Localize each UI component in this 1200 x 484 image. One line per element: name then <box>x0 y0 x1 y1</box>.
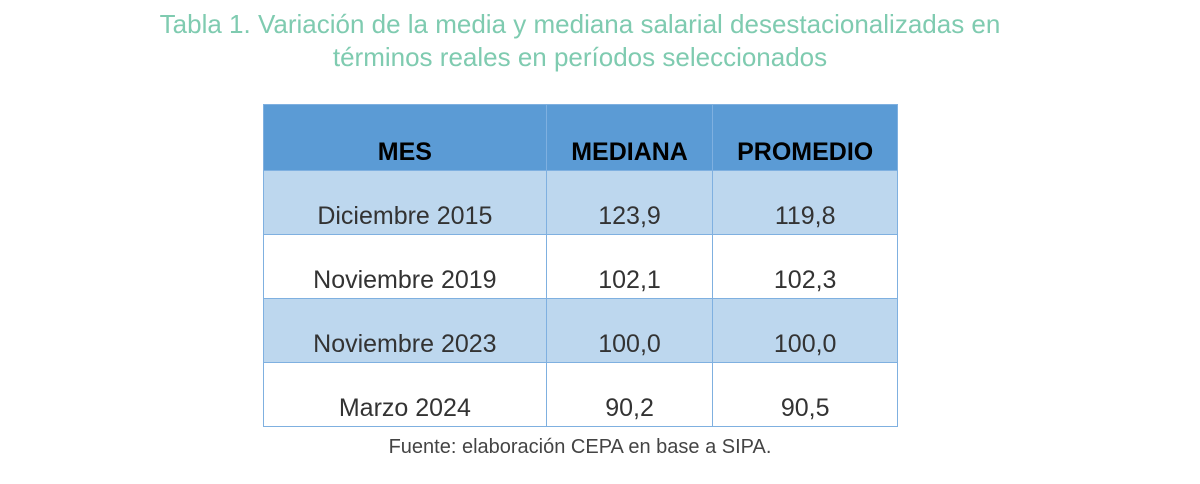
header-row: MES MEDIANA PROMEDIO <box>263 104 898 171</box>
cell-promedio: 119,8 <box>712 170 898 235</box>
cell-mediana: 123,9 <box>545 170 714 235</box>
cell-mes: Marzo 2024 <box>263 362 547 427</box>
title-line-2: términos reales en períodos seleccionado… <box>332 42 828 72</box>
table-row: Diciembre 2015 123,9 119,8 <box>263 170 898 235</box>
table-title: Tabla 1. Variación de la media y mediana… <box>0 8 1160 74</box>
table-row: Noviembre 2023 100,0 100,0 <box>263 298 898 363</box>
cell-promedio: 100,0 <box>712 298 898 363</box>
cell-mes: Noviembre 2023 <box>263 298 547 363</box>
table-row: Marzo 2024 90,2 90,5 <box>263 362 898 427</box>
title-line-1: Tabla 1. Variación de la media y mediana… <box>159 9 1001 39</box>
cell-mes: Diciembre 2015 <box>263 170 547 235</box>
cell-mediana: 102,1 <box>545 234 714 299</box>
cell-mes: Noviembre 2019 <box>263 234 547 299</box>
header-promedio: PROMEDIO <box>712 104 898 171</box>
cell-promedio: 90,5 <box>712 362 898 427</box>
cell-mediana: 90,2 <box>545 362 714 427</box>
table-row: Noviembre 2019 102,1 102,3 <box>263 234 898 299</box>
header-mediana: MEDIANA <box>545 104 714 171</box>
cell-mediana: 100,0 <box>545 298 714 363</box>
cell-promedio: 102,3 <box>712 234 898 299</box>
salary-table: MES MEDIANA PROMEDIO Diciembre 2015 123,9 11… <box>263 104 898 427</box>
source-note: Fuente: elaboración CEPA en base a SIPA. <box>388 436 772 458</box>
header-mes: MES <box>263 104 547 171</box>
